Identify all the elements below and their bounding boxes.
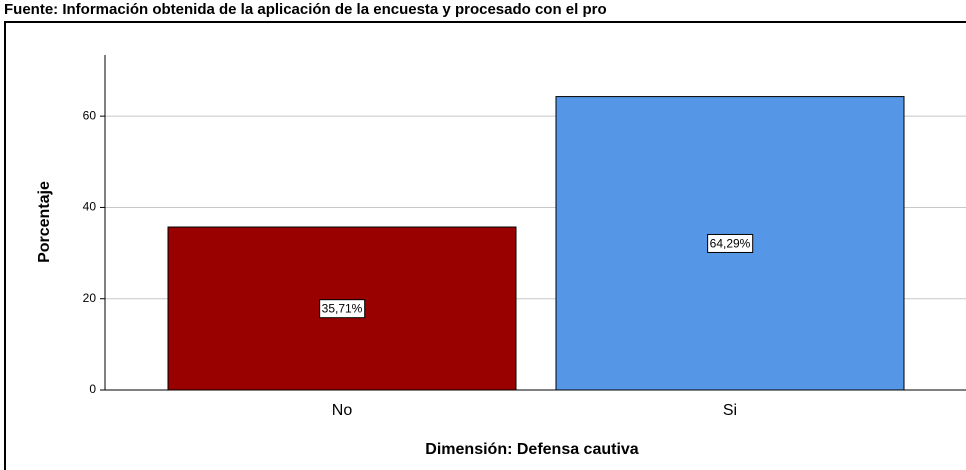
y-axis-label: Porcentaje [36,181,53,263]
y-tick-label: 0 [89,382,96,396]
y-tick-label: 40 [83,200,97,214]
x-tick-label: No [332,402,353,419]
value-label-box [707,233,754,253]
x-axis-label: Dimensión: Defensa cautiva [425,441,639,458]
value-label: 35,71% [322,302,363,316]
source-note: Fuente: Información obtenida de la aplic… [4,1,607,18]
y-tick-label: 20 [83,291,97,305]
x-tick-label: Si [723,402,737,419]
value-label-box [319,299,366,319]
value-label: 64,29% [710,236,751,250]
y-tick-label: 60 [83,108,97,122]
